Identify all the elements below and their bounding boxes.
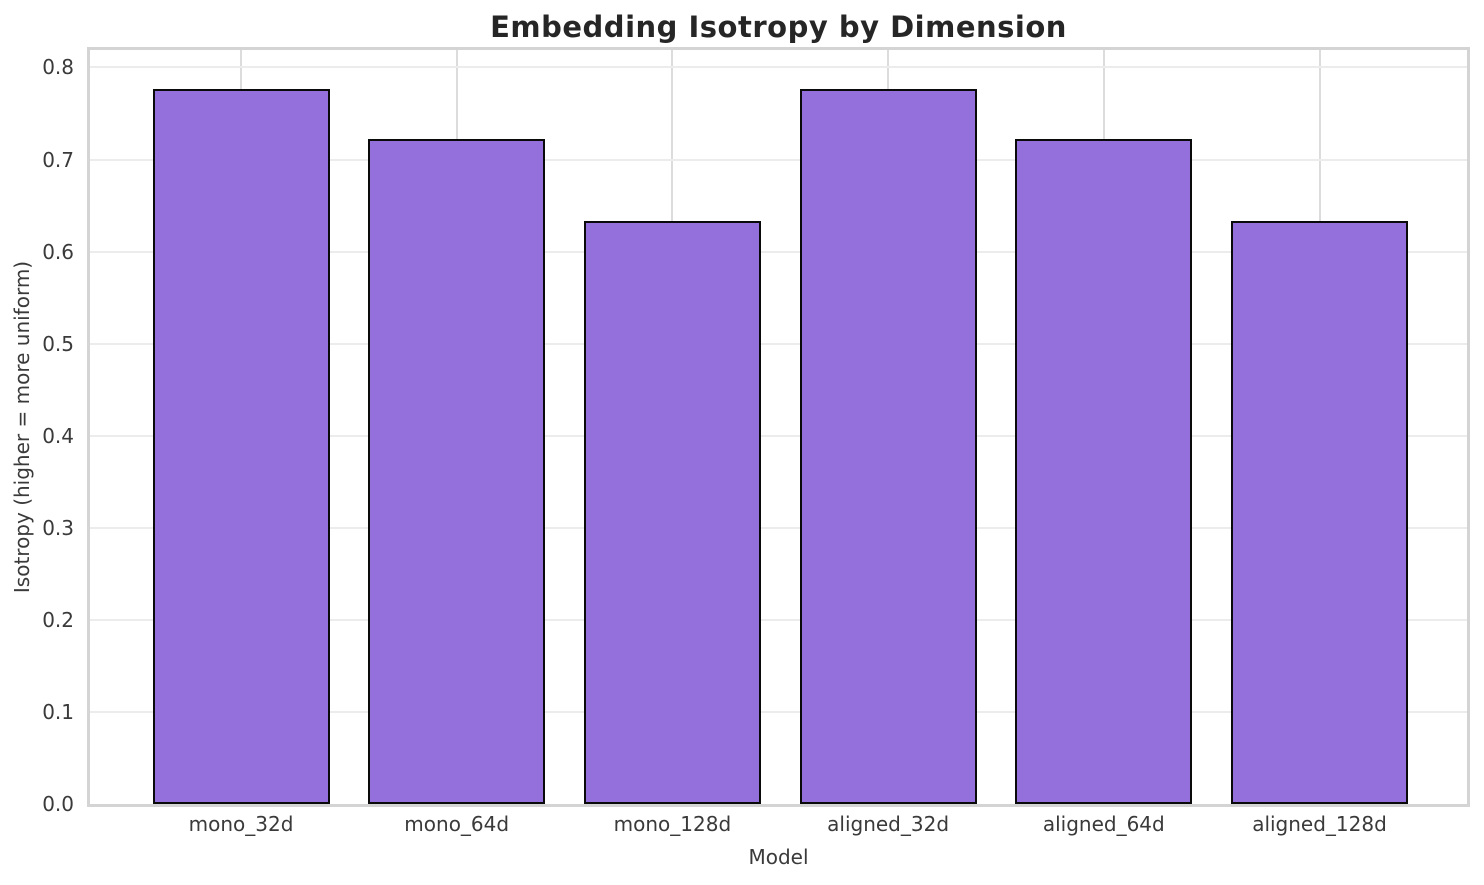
h-gridline: [90, 158, 1467, 161]
x-tick-label: aligned_64d: [1042, 812, 1165, 836]
y-tick-label: 0.8: [42, 55, 74, 80]
bar-mono_32d: [152, 88, 330, 804]
x-tick-label: mono_32d: [188, 812, 294, 836]
h-gridline: [90, 434, 1467, 437]
plot-area: [87, 47, 1470, 807]
h-gridline: [90, 250, 1467, 253]
bar-aligned_128d: [1231, 221, 1408, 804]
y-tick-label: 0.4: [42, 423, 74, 448]
x-tick-label: mono_128d: [613, 812, 732, 836]
y-tick-label: 0.6: [42, 239, 74, 264]
h-gridline: [90, 526, 1467, 529]
h-gridline: [90, 66, 1467, 69]
bar-mono_128d: [583, 221, 761, 804]
chart-title: Embedding Isotropy by Dimension: [490, 10, 1067, 44]
x-tick-label: aligned_128d: [1252, 812, 1387, 836]
y-tick-label: 0.7: [42, 147, 74, 172]
h-gridline: [90, 618, 1467, 621]
h-gridline: [90, 710, 1467, 713]
bar-mono_64d: [368, 139, 546, 804]
y-tick-label: 0.5: [42, 331, 74, 356]
y-tick-label: 0.3: [42, 515, 74, 540]
h-gridline: [90, 342, 1467, 345]
x-tick-label: mono_64d: [404, 812, 510, 836]
y-tick-label: 0.2: [42, 607, 74, 632]
y-tick-label: 0.0: [42, 792, 74, 816]
x-tick-label: aligned_32d: [827, 812, 950, 836]
bar-aligned_32d: [799, 88, 977, 804]
bar-aligned_64d: [1015, 139, 1193, 804]
x-axis-label: Model: [748, 845, 809, 869]
y-tick-label: 0.1: [42, 699, 74, 724]
